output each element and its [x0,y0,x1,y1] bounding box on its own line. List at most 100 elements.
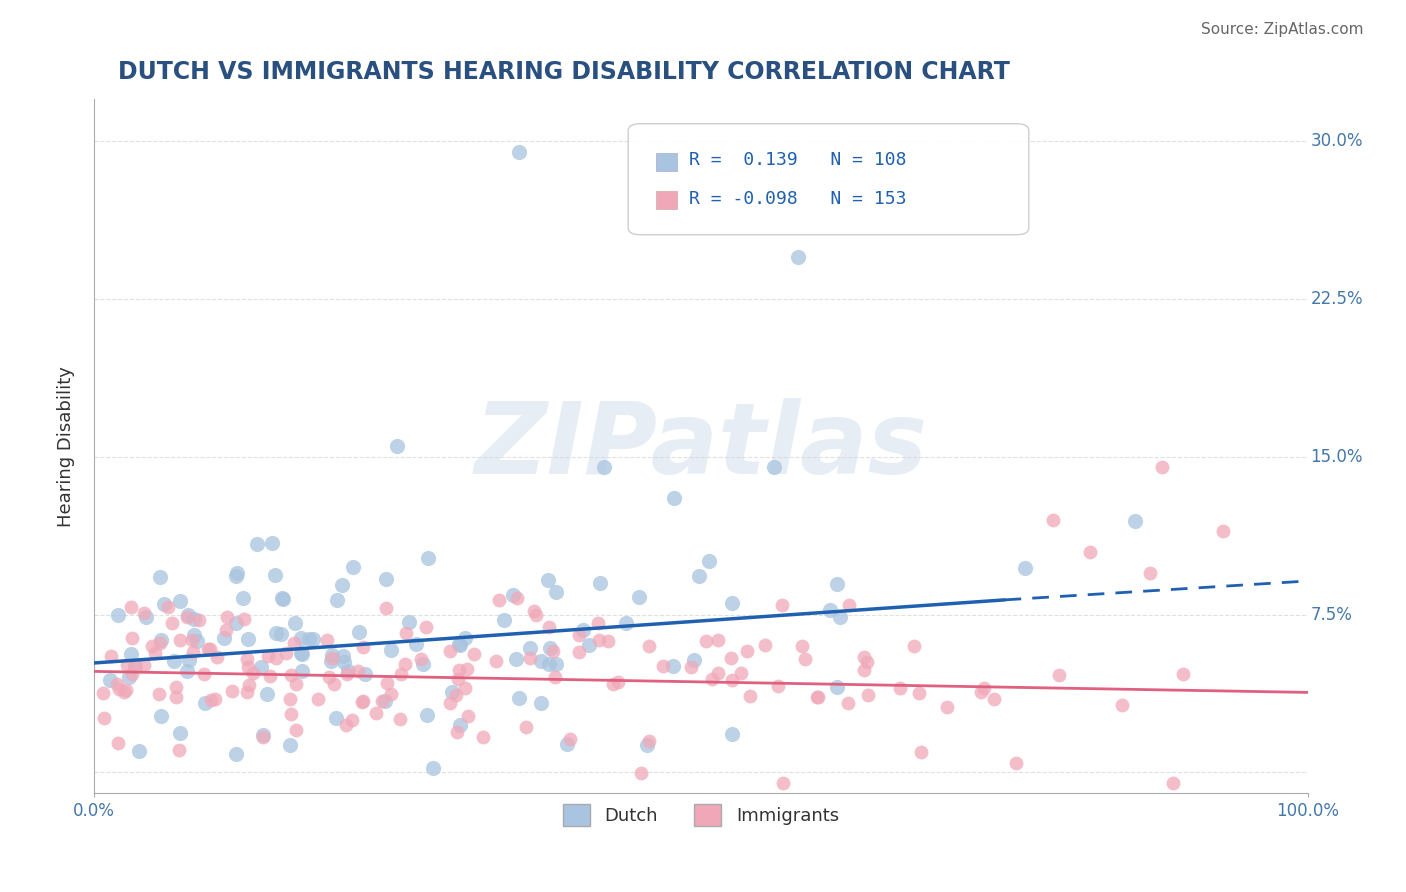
Dutch [592,460,614,475]
Dutch [120,648,142,662]
Immigrants [340,713,363,727]
Dutch [169,726,191,740]
Immigrants [596,634,619,648]
Dutch [149,570,172,584]
Dutch [98,673,121,687]
Dutch [183,612,205,626]
Immigrants [1111,698,1133,713]
Immigrants [238,678,260,692]
Dutch [387,439,409,453]
Dutch [298,632,321,647]
Dutch [405,637,427,651]
Immigrants [276,646,298,660]
Immigrants [221,684,243,698]
Dutch [530,654,553,668]
Immigrants [793,652,815,666]
Dutch [418,551,440,566]
Text: 7.5%: 7.5% [1310,606,1353,624]
Immigrants [149,636,172,650]
Dutch [252,728,274,742]
Dutch [135,610,157,624]
Dutch [290,646,312,660]
Dutch [449,718,471,732]
Dutch [333,655,356,669]
Immigrants [316,633,339,648]
Dutch [519,640,541,655]
Dutch [721,727,744,741]
Dutch [830,609,852,624]
Dutch [636,738,658,752]
Dutch [762,460,785,475]
Immigrants [852,663,875,677]
Legend: Dutch, Immigrants: Dutch, Immigrants [555,797,846,833]
Immigrants [485,654,508,668]
Dutch [225,747,247,761]
Immigrants [375,676,398,690]
Dutch [107,607,129,622]
Immigrants [200,692,222,706]
Dutch [177,608,200,623]
Dutch [332,648,354,663]
Text: R = -0.098   N = 153: R = -0.098 N = 153 [689,190,907,208]
Immigrants [180,632,202,647]
Text: Source: ZipAtlas.com: Source: ZipAtlas.com [1201,22,1364,37]
Dutch [150,633,173,648]
Immigrants [371,694,394,708]
Dutch [537,657,560,671]
Immigrants [284,723,307,738]
Immigrants [335,717,357,731]
Immigrants [586,616,609,631]
Immigrants [606,674,628,689]
Immigrants [280,668,302,682]
Dutch [232,591,254,606]
Immigrants [141,639,163,653]
Immigrants [107,736,129,750]
Immigrants [838,599,860,613]
Dutch [412,657,434,671]
Dutch [818,603,841,617]
Immigrants [257,648,280,663]
Immigrants [456,662,478,676]
Dutch [454,631,477,645]
Immigrants [721,673,744,687]
Text: 15.0%: 15.0% [1310,448,1362,466]
Immigrants [766,679,789,693]
Immigrants [1042,513,1064,527]
Dutch [373,693,395,707]
Immigrants [446,688,468,702]
Text: 22.5%: 22.5% [1310,290,1364,309]
Dutch [290,631,312,645]
Dutch [505,652,527,666]
Dutch [614,616,637,631]
Dutch [502,588,524,602]
Immigrants [169,632,191,647]
Dutch [321,654,343,668]
Dutch [256,688,278,702]
Immigrants [1004,756,1026,770]
Dutch [572,623,595,637]
Dutch [662,658,685,673]
Immigrants [415,620,437,634]
Text: DUTCH VS IMMIGRANTS HEARING DISABILITY CORRELATION CHART: DUTCH VS IMMIGRANTS HEARING DISABILITY C… [118,60,1010,84]
Immigrants [198,642,221,657]
Immigrants [132,657,155,672]
Dutch [578,638,600,652]
Dutch [787,250,810,264]
Immigrants [439,697,461,711]
Dutch [179,653,201,667]
Dutch [628,590,651,604]
Immigrants [259,669,281,683]
Dutch [149,709,172,723]
FancyBboxPatch shape [657,153,678,170]
Immigrants [1161,776,1184,790]
Immigrants [754,638,776,652]
Immigrants [983,692,1005,706]
Immigrants [588,633,610,648]
Immigrants [176,610,198,624]
Immigrants [1078,544,1101,558]
Dutch [118,670,141,684]
Immigrants [454,681,477,695]
Immigrants [204,692,226,706]
Dutch [349,624,371,639]
Immigrants [236,685,259,699]
